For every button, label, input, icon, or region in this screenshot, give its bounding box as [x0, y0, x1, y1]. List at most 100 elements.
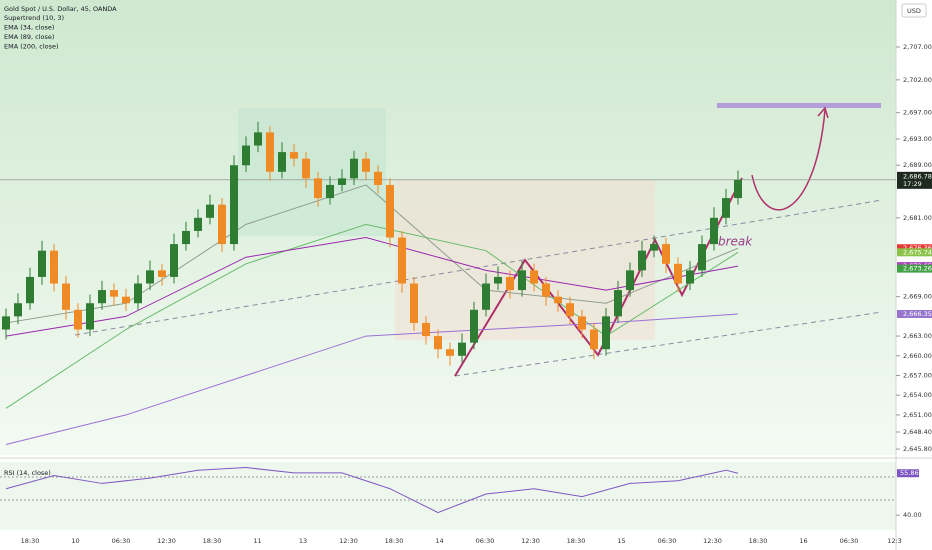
- currency-badge: [901, 3, 927, 18]
- x-tick-label: 16: [799, 537, 807, 545]
- candle-body: [386, 184, 394, 238]
- candle-body: [2, 316, 10, 330]
- x-tick-label: 18:30: [385, 537, 404, 545]
- candle-body: [50, 250, 58, 284]
- candle-body: [218, 204, 226, 245]
- x-tick-label: 18:30: [749, 537, 768, 545]
- price-marker-label: 2,666.359: [903, 310, 932, 318]
- countdown: 17:29: [903, 180, 922, 188]
- candle-body: [194, 217, 202, 231]
- candle-body: [62, 283, 70, 310]
- x-tick-label: 06:30: [476, 537, 495, 545]
- chart-title: Gold Spot / U.S. Dollar, 45, OANDA: [4, 5, 117, 13]
- price-marker: [897, 264, 932, 273]
- candle-body: [638, 250, 646, 271]
- candle-body: [14, 303, 22, 317]
- rsi-label: RSI (14, close): [4, 469, 51, 477]
- candle-body: [326, 184, 334, 199]
- candle-body: [542, 283, 550, 297]
- y-tick-label: 2,663.000: [903, 332, 932, 340]
- candle-body: [26, 276, 34, 304]
- rsi-current-box: [897, 469, 919, 478]
- current-price-label: 2,686.780: [903, 172, 932, 180]
- candle-body: [482, 283, 490, 310]
- x-tick-label: 11: [253, 537, 261, 545]
- candle-body: [554, 296, 562, 304]
- candle-body: [602, 316, 610, 350]
- y-tick-label: 2,707.000: [903, 43, 932, 51]
- y-tick-label: 2,654.000: [903, 391, 932, 399]
- candle-body: [314, 178, 322, 199]
- y-tick-label: 2,689.000: [903, 161, 932, 169]
- x-tick-label: 13: [299, 537, 307, 545]
- candle-body: [158, 270, 166, 277]
- rsi-line: [5, 467, 739, 514]
- candle-body: [686, 270, 694, 284]
- y-tick-label: 2,657.000: [903, 371, 932, 379]
- x-tick-label: 06:30: [112, 537, 131, 545]
- rsi-background: [0, 462, 896, 530]
- y-tick-label: 2,681.000: [903, 214, 932, 222]
- candle-body: [242, 145, 250, 166]
- channel-line: [74, 199, 883, 336]
- candle-body: [302, 158, 310, 179]
- candle-body: [290, 152, 298, 159]
- candle-body: [230, 165, 238, 245]
- candle-body: [266, 132, 274, 172]
- price-marker-label: 2,675.749: [903, 248, 932, 256]
- candle-body: [254, 132, 262, 146]
- candle-body: [98, 290, 106, 304]
- annotation: break: [718, 235, 753, 249]
- y-tick-label: 2,697.000: [903, 109, 932, 117]
- x-tick-label: 18:30: [21, 537, 40, 545]
- candle-body: [446, 349, 454, 356]
- price-marker: [897, 244, 932, 253]
- x-tick-label: 10: [71, 537, 79, 545]
- candle-body: [278, 152, 286, 172]
- candle-body: [122, 296, 130, 304]
- target-zone: [717, 103, 881, 108]
- legend-entry: EMA (89, close): [4, 33, 54, 41]
- range-box: [238, 108, 386, 236]
- price-marker: [897, 248, 932, 257]
- plot-background: [0, 0, 896, 455]
- x-tick-label: 12:30: [703, 537, 722, 545]
- legend-entry: EMA (34, close): [4, 24, 54, 32]
- x-tick-label: 14: [435, 537, 443, 545]
- candle-body: [350, 158, 358, 179]
- candle-body: [410, 283, 418, 323]
- y-tick-label: 2,693.000: [903, 135, 932, 143]
- arrow-head: [817, 106, 829, 119]
- rsi-current-label: 55.86: [900, 469, 919, 477]
- legend-entry: EMA (200, close): [4, 43, 59, 51]
- x-tick-label: 06:30: [658, 537, 677, 545]
- candle-body: [398, 237, 406, 284]
- y-tick-label: 2,702.000: [903, 76, 932, 84]
- candle-body: [494, 276, 502, 284]
- legend-entry: Supertrend (10, 3): [4, 14, 64, 22]
- candle-body: [650, 244, 658, 251]
- x-tick-label: 12:30: [157, 537, 176, 545]
- candle-body: [146, 270, 154, 284]
- current-price-box: [897, 171, 932, 189]
- candle-body: [470, 309, 478, 343]
- candle-body: [530, 270, 538, 284]
- candle-body: [506, 276, 514, 291]
- price-marker: [897, 310, 932, 319]
- currency: USD: [907, 7, 921, 15]
- x-tick-label: 06:30: [840, 537, 859, 545]
- price-marker-label: 2,673.266: [903, 265, 932, 273]
- indicator-line: [5, 237, 739, 337]
- candle-body: [38, 250, 46, 277]
- projection-arrow: [751, 109, 826, 211]
- y-tick-label: 2,651.000: [903, 411, 932, 419]
- x-tick-label: 12:30: [521, 537, 540, 545]
- candle-body: [74, 309, 82, 330]
- candle-body: [110, 290, 118, 297]
- candle-body: [182, 230, 190, 245]
- candle-body: [422, 322, 430, 337]
- candle-body: [134, 283, 142, 304]
- y-tick-label: 2,648.400: [903, 428, 932, 436]
- candle-body: [86, 303, 94, 330]
- price-marker-label: 2,676.369: [903, 244, 932, 252]
